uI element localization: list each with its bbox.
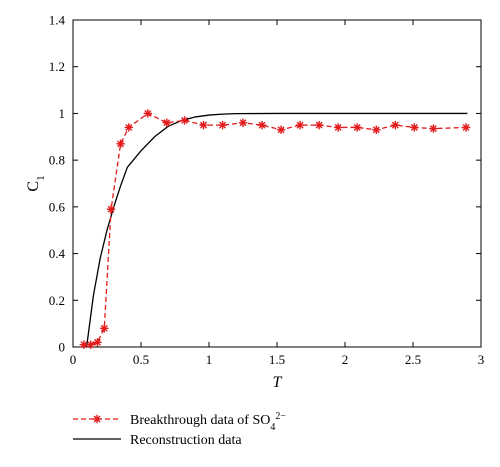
legend-label-breakthrough-sup: 2− bbox=[275, 411, 286, 422]
series-line-1 bbox=[85, 112, 468, 348]
series-point-0-stroke bbox=[144, 109, 152, 117]
y-tick-label: 0.8 bbox=[49, 153, 65, 168]
y-tick-label: 0.4 bbox=[49, 246, 66, 261]
series-point-0-stroke bbox=[163, 119, 171, 127]
series-point-0 bbox=[410, 123, 419, 132]
series-point-0-stroke bbox=[94, 338, 101, 346]
series-point-0 bbox=[93, 338, 102, 347]
x-axis: 0 0.5 1 1.5 2 2.5 3 bbox=[70, 20, 485, 367]
series-point-0 bbox=[372, 125, 381, 134]
y-axis-title-sub: 1 bbox=[35, 175, 47, 181]
series-point-0 bbox=[429, 124, 438, 133]
y-tick-label: 0.6 bbox=[49, 199, 66, 214]
series-point-0 bbox=[199, 120, 208, 130]
series-point-0-stroke bbox=[277, 126, 285, 134]
y-axis-title: C1 bbox=[25, 175, 47, 191]
series-point-0-stroke bbox=[296, 121, 304, 129]
series-point-0-stroke bbox=[100, 324, 108, 332]
series-point-0 bbox=[180, 116, 189, 125]
series-point-0-stroke bbox=[200, 121, 208, 129]
series-point-0 bbox=[238, 118, 248, 127]
y-tick-label: 1.4 bbox=[49, 13, 66, 28]
x-axis-title: T bbox=[273, 374, 283, 391]
y-axis: 0 0.2 0.4 0.6 0.8 1 1.2 1.4 bbox=[49, 13, 481, 355]
series-point-0 bbox=[218, 120, 227, 130]
x-tick-label: 0 bbox=[70, 352, 77, 367]
series-point-0 bbox=[461, 123, 471, 132]
series-point-0-stroke bbox=[117, 140, 125, 148]
series-point-0-stroke bbox=[219, 121, 227, 129]
series-point-0-stroke bbox=[87, 341, 95, 349]
series-point-0 bbox=[257, 120, 267, 130]
series-point-0 bbox=[276, 125, 286, 134]
series-point-0 bbox=[86, 340, 95, 349]
series-point-0-stroke bbox=[353, 123, 361, 131]
series-point-0-stroke bbox=[315, 121, 323, 129]
series-point-0-stroke bbox=[125, 123, 133, 131]
series-point-0 bbox=[79, 340, 89, 349]
y-axis-title-main: C bbox=[25, 181, 42, 192]
series-point-0 bbox=[353, 123, 362, 132]
series-point-0 bbox=[116, 139, 125, 148]
series-point-0 bbox=[295, 120, 305, 130]
series-point-0 bbox=[391, 120, 400, 130]
x-tick-label: 3 bbox=[478, 352, 485, 367]
series-point-0-stroke bbox=[107, 205, 115, 213]
plot-border bbox=[72, 19, 482, 348]
series-point-0-stroke bbox=[391, 121, 399, 129]
y-tick-label: 1 bbox=[59, 106, 66, 121]
series-line-0 bbox=[83, 112, 467, 346]
series-point-0 bbox=[124, 123, 133, 132]
legend-label-breakthrough-sub: 4 bbox=[270, 422, 275, 433]
series-point-0 bbox=[162, 118, 172, 127]
series-point-0-stroke bbox=[80, 341, 88, 349]
plot-frame bbox=[72, 19, 482, 348]
legend-point bbox=[92, 414, 102, 424]
series-point-0-stroke bbox=[372, 126, 380, 134]
legend-marker-breakthrough bbox=[92, 414, 102, 424]
legend-label-breakthrough-main: Breakthrough data of SO bbox=[130, 413, 270, 428]
y-tick-label: 0.2 bbox=[49, 293, 65, 308]
y-tick-label: 1.2 bbox=[49, 59, 65, 74]
series-point-0-stroke bbox=[410, 123, 418, 131]
x-tick-label: 1 bbox=[206, 352, 213, 367]
series-layer bbox=[79, 109, 471, 349]
x-tick-label: 2 bbox=[342, 352, 349, 367]
legend-point-stroke bbox=[93, 415, 101, 423]
series-point-0 bbox=[100, 324, 109, 333]
series-point-0-stroke bbox=[429, 125, 437, 133]
x-tick-label: 2.5 bbox=[405, 352, 421, 367]
series-point-0 bbox=[143, 109, 152, 118]
x-tick-label: 0.5 bbox=[133, 352, 149, 367]
series-point-0-stroke bbox=[462, 123, 470, 131]
series-point-0 bbox=[334, 123, 343, 132]
x-tick-label: 1.5 bbox=[269, 352, 285, 367]
series-point-0-stroke bbox=[334, 123, 342, 131]
y-tick-label: 0 bbox=[59, 340, 66, 355]
series-point-0 bbox=[106, 204, 116, 214]
legend-label-reconstruction: Reconstruction data bbox=[130, 433, 242, 448]
legend: Breakthrough data of SO42− Reconstructio… bbox=[73, 411, 286, 448]
series-point-0-stroke bbox=[239, 119, 247, 127]
legend-label-reconstruction-main: Reconstruction data bbox=[130, 433, 242, 448]
series-point-0 bbox=[314, 120, 324, 130]
series-point-0-stroke bbox=[258, 121, 266, 129]
series-point-0-stroke bbox=[181, 116, 188, 124]
legend-label-breakthrough: Breakthrough data of SO42− bbox=[130, 411, 286, 433]
